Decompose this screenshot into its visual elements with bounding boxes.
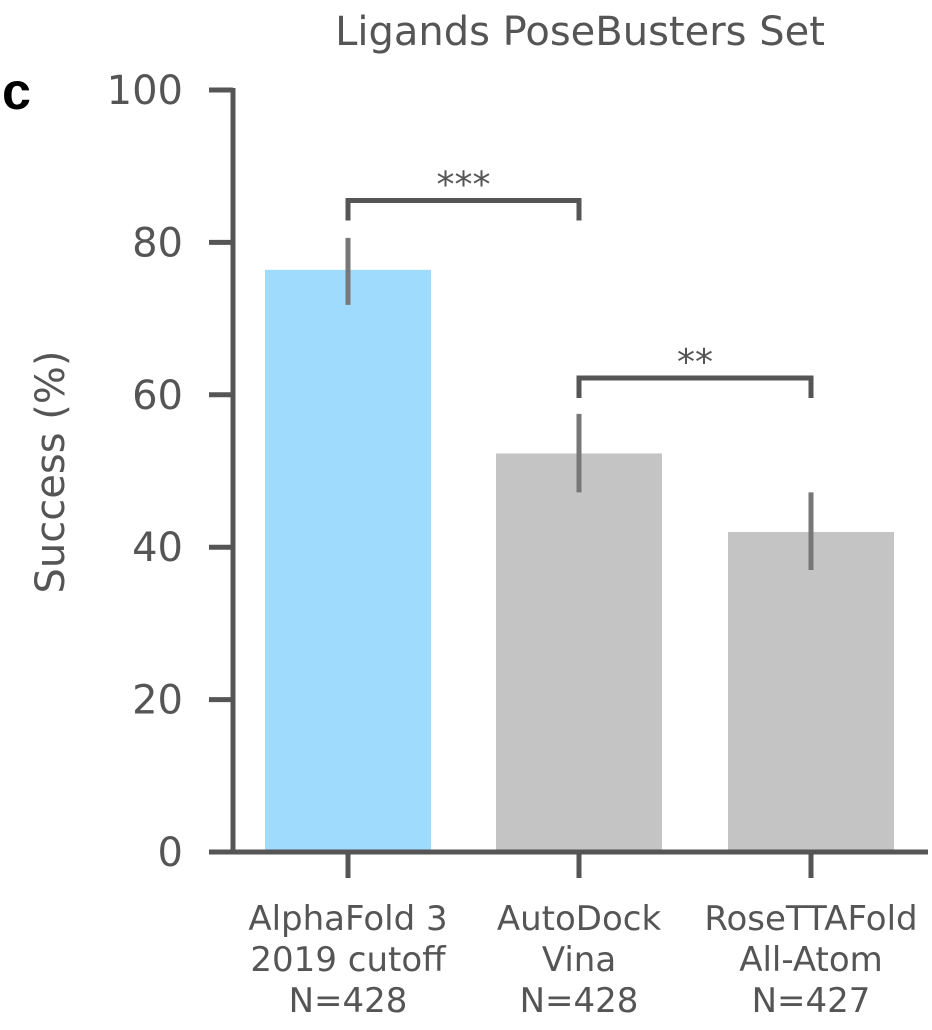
significance-bracket-1 bbox=[576, 375, 814, 399]
y-tick-label: 20 bbox=[132, 678, 183, 724]
chart-title: Ligands PoseBusters Set bbox=[335, 9, 825, 55]
bar-1 bbox=[496, 453, 662, 852]
y-tick-label: 40 bbox=[132, 525, 183, 571]
x-tick-label: All-Atom bbox=[739, 940, 883, 980]
panel-letter: c bbox=[2, 63, 31, 121]
bar-0 bbox=[265, 269, 431, 852]
bar-2 bbox=[728, 531, 894, 852]
significance-label-1: ** bbox=[677, 342, 713, 383]
x-tick-label: N=428 bbox=[289, 981, 408, 1021]
x-tick-label: N=427 bbox=[752, 981, 871, 1021]
significance-label-0: *** bbox=[437, 164, 491, 205]
x-tick-label: RoseTTAFold bbox=[704, 899, 917, 939]
significance-bracket-0 bbox=[345, 197, 582, 221]
y-tick-label: 100 bbox=[107, 68, 183, 114]
y-tick-label: 0 bbox=[158, 830, 183, 876]
x-tick-label: N=428 bbox=[520, 981, 639, 1021]
y-tick-label: 80 bbox=[132, 220, 183, 266]
y-axis-label: Success (%) bbox=[28, 351, 74, 594]
y-tick-label: 60 bbox=[132, 373, 183, 419]
x-tick-label: AutoDock bbox=[497, 899, 662, 939]
x-tick-label: Vina bbox=[542, 940, 616, 980]
x-tick-label: AlphaFold 3 bbox=[248, 899, 447, 939]
x-tick-label: 2019 cutoff bbox=[250, 940, 447, 980]
